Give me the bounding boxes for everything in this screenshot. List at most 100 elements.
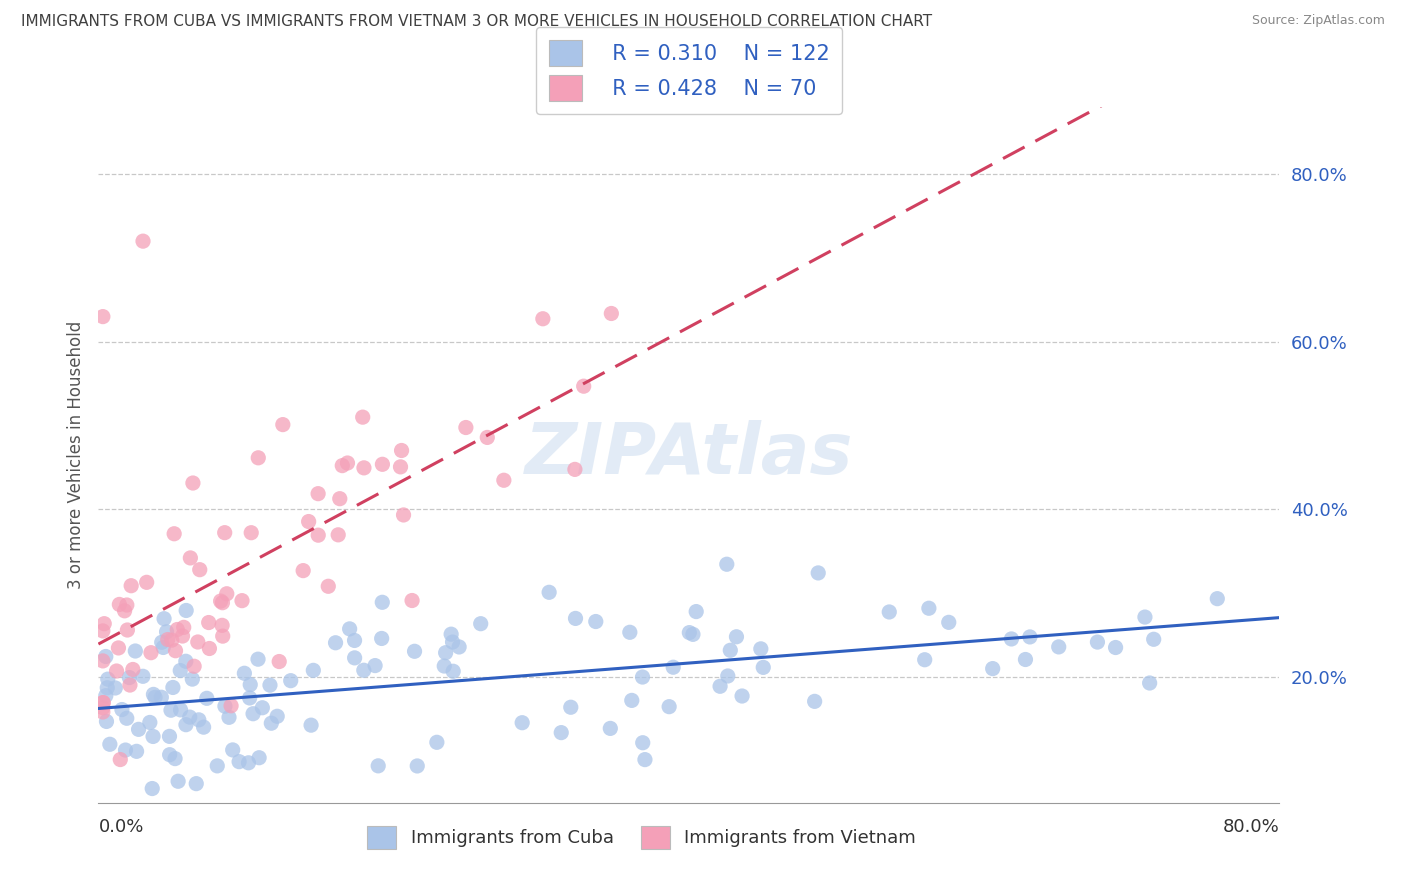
- Point: [211, 629, 233, 643]
- Point: [91, 700, 114, 714]
- Point: [1143, 632, 1166, 647]
- Point: [107, 640, 129, 655]
- Point: [121, 663, 143, 677]
- Y-axis label: 3 or more Vehicles in Household: 3 or more Vehicles in Household: [66, 321, 84, 589]
- Point: [620, 693, 643, 707]
- Point: [91, 696, 114, 710]
- Point: [91, 310, 114, 324]
- Point: [169, 703, 191, 717]
- Point: [214, 525, 236, 540]
- Point: [219, 698, 242, 713]
- Point: [197, 615, 219, 630]
- Point: [1047, 640, 1070, 654]
- Point: [166, 623, 188, 637]
- Point: [238, 756, 260, 770]
- Point: [172, 629, 194, 643]
- Point: [198, 641, 221, 656]
- Point: [1019, 630, 1042, 644]
- Point: [181, 672, 204, 686]
- Point: [441, 665, 464, 679]
- Point: [325, 636, 347, 650]
- Point: [634, 753, 657, 767]
- Legend: Immigrants from Cuba, Immigrants from Vietnam: Immigrants from Cuba, Immigrants from Vi…: [360, 819, 924, 856]
- Point: [550, 725, 572, 739]
- Point: [585, 615, 607, 629]
- Point: [93, 616, 115, 631]
- Point: [292, 564, 315, 578]
- Point: [114, 604, 136, 618]
- Point: [156, 632, 179, 647]
- Point: [242, 706, 264, 721]
- Point: [120, 579, 142, 593]
- Point: [97, 672, 120, 686]
- Point: [477, 430, 499, 444]
- Point: [135, 575, 157, 590]
- Point: [307, 528, 329, 542]
- Point: [181, 476, 204, 491]
- Point: [150, 635, 173, 649]
- Point: [389, 459, 412, 474]
- Point: [115, 711, 138, 725]
- Point: [159, 730, 181, 744]
- Point: [231, 593, 253, 607]
- Point: [330, 458, 353, 473]
- Point: [564, 611, 586, 625]
- Point: [209, 594, 232, 608]
- Point: [110, 753, 132, 767]
- Point: [441, 635, 464, 649]
- Point: [142, 687, 165, 701]
- Point: [339, 622, 361, 636]
- Point: [260, 716, 283, 731]
- Point: [132, 669, 155, 683]
- Point: [433, 659, 456, 673]
- Point: [169, 664, 191, 678]
- Point: [259, 678, 281, 692]
- Point: [91, 654, 114, 668]
- Point: [115, 598, 138, 612]
- Point: [600, 306, 623, 320]
- Point: [222, 743, 245, 757]
- Point: [186, 777, 208, 791]
- Point: [1104, 640, 1126, 655]
- Text: IMMIGRANTS FROM CUBA VS IMMIGRANTS FROM VIETNAM 3 OR MORE VEHICLES IN HOUSEHOLD : IMMIGRANTS FROM CUBA VS IMMIGRANTS FROM …: [21, 14, 932, 29]
- Point: [752, 660, 775, 674]
- Point: [160, 633, 183, 648]
- Point: [104, 681, 127, 695]
- Point: [307, 486, 329, 500]
- Point: [94, 689, 117, 703]
- Point: [709, 679, 731, 693]
- Point: [510, 715, 533, 730]
- Point: [406, 759, 429, 773]
- Point: [139, 646, 162, 660]
- Point: [631, 670, 654, 684]
- Point: [434, 646, 457, 660]
- Point: [96, 714, 118, 729]
- Point: [454, 420, 477, 434]
- Point: [269, 655, 291, 669]
- Point: [167, 774, 190, 789]
- Point: [299, 718, 322, 732]
- Point: [343, 651, 366, 665]
- Point: [239, 690, 262, 705]
- Point: [426, 735, 449, 749]
- Point: [678, 625, 700, 640]
- Point: [240, 525, 263, 540]
- Point: [401, 593, 423, 607]
- Point: [981, 662, 1004, 676]
- Text: 0.0%: 0.0%: [98, 818, 143, 836]
- Text: ZIPAtlas: ZIPAtlas: [524, 420, 853, 490]
- Point: [214, 699, 236, 714]
- Point: [564, 462, 586, 476]
- Point: [179, 710, 201, 724]
- Point: [1014, 652, 1036, 666]
- Point: [538, 585, 561, 599]
- Point: [492, 473, 515, 487]
- Point: [717, 669, 740, 683]
- Point: [174, 717, 197, 731]
- Point: [336, 456, 359, 470]
- Point: [560, 700, 582, 714]
- Point: [1087, 635, 1109, 649]
- Point: [128, 723, 150, 737]
- Point: [187, 635, 209, 649]
- Point: [211, 596, 233, 610]
